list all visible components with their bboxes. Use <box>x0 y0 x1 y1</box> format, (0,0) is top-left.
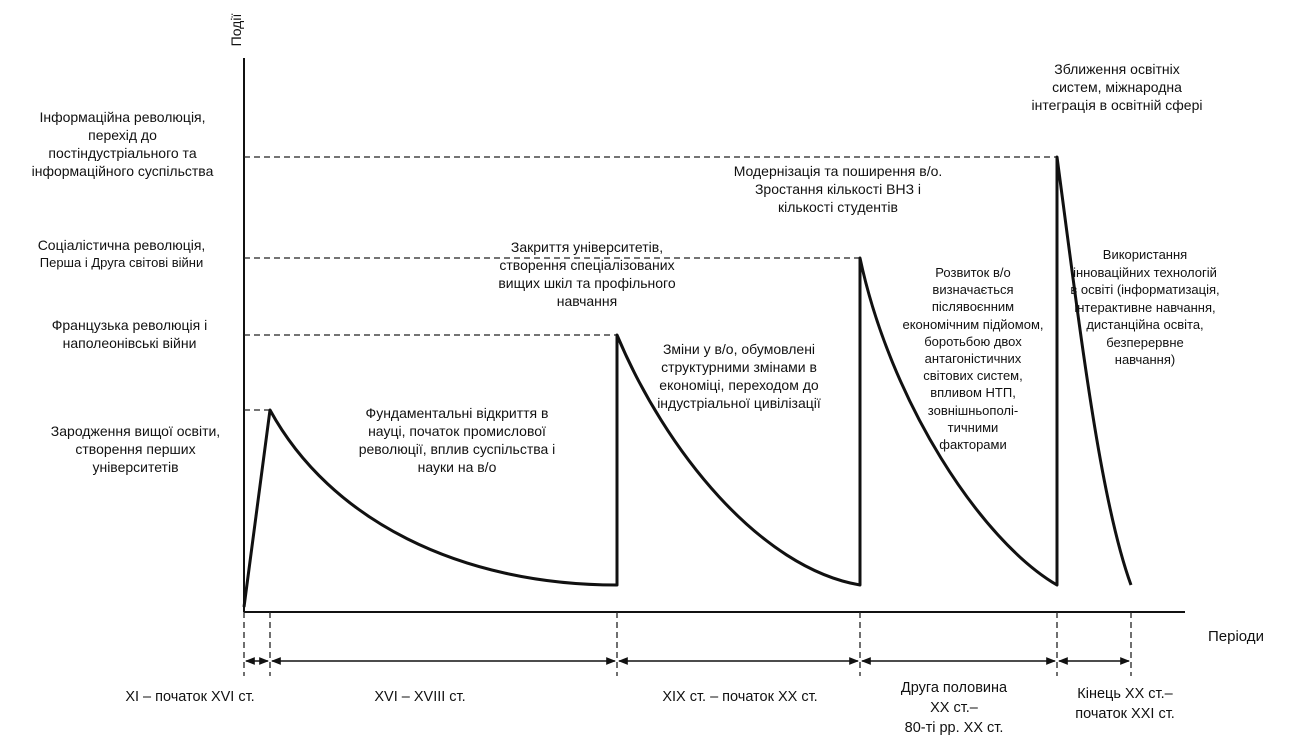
y-axis-title: Події <box>228 13 244 47</box>
event-reference-lines <box>244 156 1057 411</box>
annotation-structural-changes: Зміни у в/о, обумовлені структурними змі… <box>657 341 821 411</box>
annotation-university-closure: Закриття університетів, створення спеціа… <box>498 239 676 309</box>
annotation-fundamental-discoveries: Фундаментальні відкриття в науці, почато… <box>358 405 556 475</box>
development-curve <box>242 155 1133 608</box>
event-label-1: Зародження вищої освіти, створення перши… <box>50 423 221 475</box>
period-label-1: XI – початок XVI ст. <box>125 689 255 705</box>
annotation-integration: Зближення освітніх систем, міжнародна ін… <box>1031 61 1203 113</box>
period-label-2: XVI – XVIII ст. <box>374 689 466 705</box>
event-label-3: Соціалістична революція, Перша і Друга с… <box>37 237 206 270</box>
annotation-postwar-development: Розвиток в/о визначається післявоєнним е… <box>902 265 1044 453</box>
period-separators <box>243 612 1132 676</box>
event-label-4: Інформаційна революція, перехід до пості… <box>31 109 214 179</box>
x-axis-title: Періоди <box>1208 628 1264 645</box>
period-label-5: Кінець XX ст.– початок XXI ст. <box>1075 686 1175 722</box>
period-label-4: Друга половина XX ст.– 80-ті рр. XX ст. <box>900 680 1008 736</box>
period-label-3: XIX ст. – початок XX ст. <box>662 689 818 705</box>
annotation-innovative-technologies: Використання інноваційних технологій в о… <box>1070 247 1220 367</box>
annotation-modernization: Модернізація та поширення в/о. Зростання… <box>733 163 943 215</box>
event-label-2: Французька революція і наполеонівські ві… <box>51 317 208 351</box>
